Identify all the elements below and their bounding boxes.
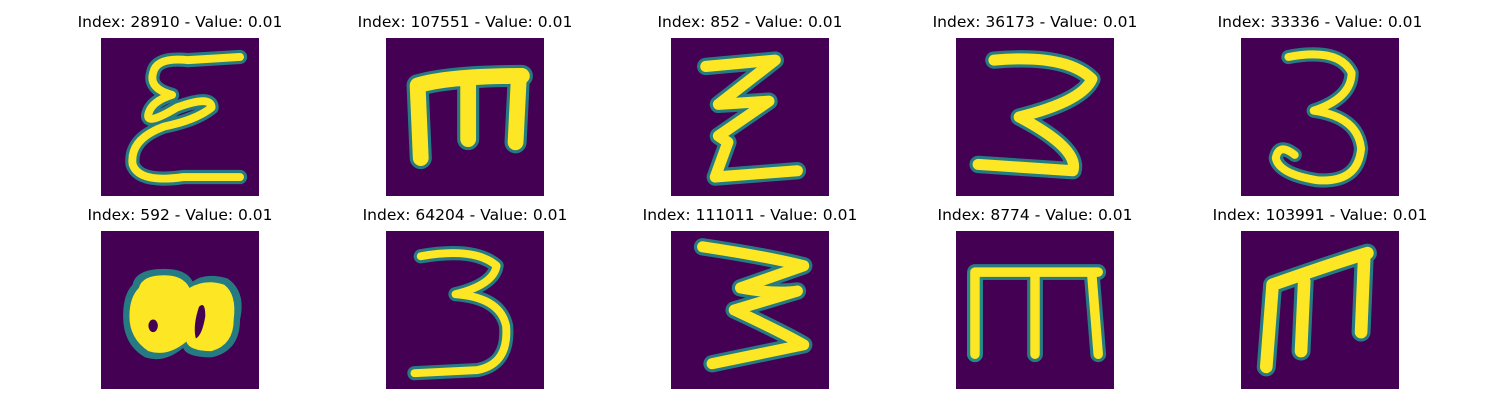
zigzag-3-icon [671, 231, 829, 389]
blob-icon [101, 231, 259, 389]
panel-title: Index: 107551 - Value: 0.01 [357, 13, 573, 31]
m-icon [1241, 231, 1399, 389]
panel-title: Index: 592 - Value: 0.01 [87, 206, 273, 224]
angular-3-icon [386, 231, 544, 389]
round-3-icon [1241, 38, 1399, 196]
zigzag-z-icon [671, 38, 829, 196]
panel-title: Index: 36173 - Value: 0.01 [932, 13, 1138, 31]
angular-3-icon [956, 38, 1114, 196]
panel-title: Index: 111011 - Value: 0.01 [642, 206, 858, 224]
panel-title: Index: 28910 - Value: 0.01 [77, 13, 283, 31]
cursive-e-icon [101, 38, 259, 196]
panel-title: Index: 103991 - Value: 0.01 [1212, 206, 1428, 224]
panel-title: Index: 8774 - Value: 0.01 [937, 206, 1133, 224]
panel-title: Index: 852 - Value: 0.01 [657, 13, 843, 31]
panel-title: Index: 64204 - Value: 0.01 [362, 206, 568, 224]
m-icon [956, 231, 1114, 389]
panel-title: Index: 33336 - Value: 0.01 [1217, 13, 1423, 31]
blocky-m-sideways-icon [386, 38, 544, 196]
